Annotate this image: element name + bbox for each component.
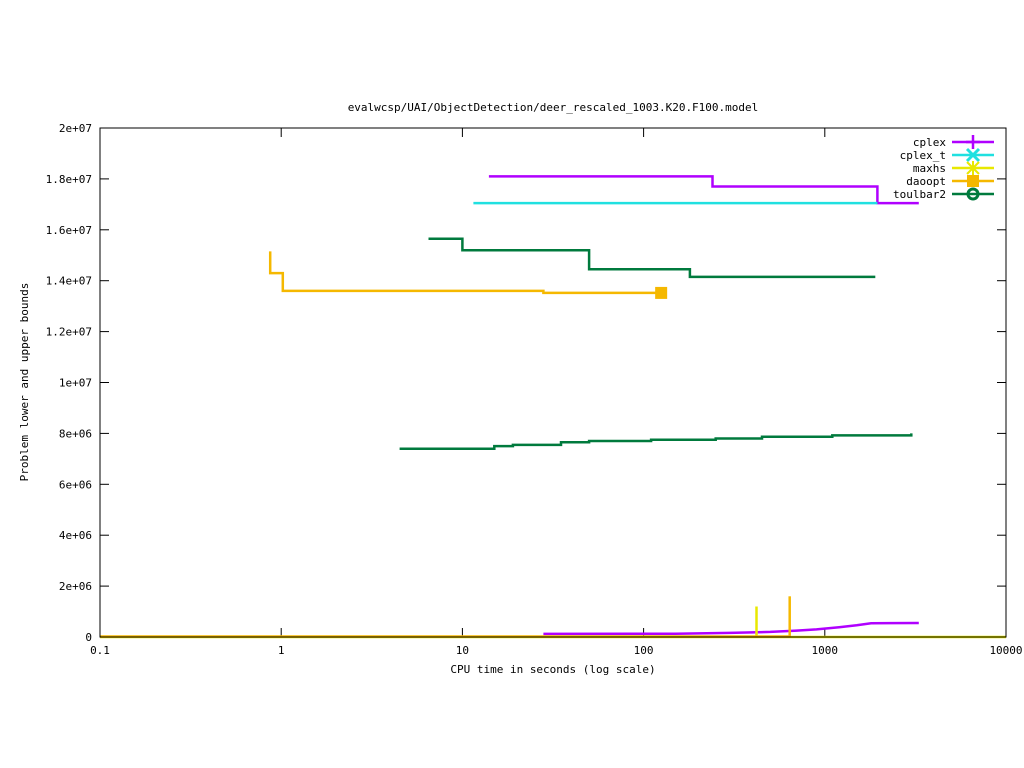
series-line-toulbar2 [399, 433, 913, 450]
y-tick-label: 1.4e+07 [46, 275, 92, 288]
series-line-toulbar2 [428, 237, 876, 279]
x-axis-label: CPU time in seconds (log scale) [450, 663, 655, 676]
legend-label-toulbar2: toulbar2 [893, 188, 946, 201]
legend-label-cplex: cplex [913, 136, 946, 149]
series-marker-daoopt [655, 286, 668, 299]
x-tick-label: 1 [278, 644, 285, 657]
x-tick-label: 100 [634, 644, 654, 657]
plot-frame [99, 127, 1007, 638]
legend-label-maxhs: maxhs [913, 162, 946, 175]
y-tick-label: 1.2e+07 [46, 326, 92, 339]
legend-label-daoopt: daoopt [906, 175, 946, 188]
series-line-cplex [488, 175, 919, 205]
x-tick-label: 0.1 [90, 644, 110, 657]
axis-ticks: 0.1 1 10 100 1000 10000 0 2e+06 4e+06 6e+06 8e+06 1… [46, 122, 1023, 657]
y-tick-label: 1.6e+07 [46, 224, 92, 237]
y-tick-label: 6e+06 [59, 478, 92, 491]
legend-marker-toulbar2 [966, 187, 980, 201]
series-line-cplex [543, 621, 919, 636]
y-tick-label: 2e+07 [59, 122, 92, 135]
legend-marker-daoopt [967, 175, 979, 187]
y-tick-label: 1.8e+07 [46, 173, 92, 186]
series-line-daoopt [268, 251, 662, 295]
y-tick-label: 1e+07 [59, 377, 92, 390]
legend-label-cplex-t: cplex_t [900, 149, 946, 162]
chart-title: evalwcsp/UAI/ObjectDetection/deer_rescal… [348, 101, 759, 114]
x-tick-label: 10000 [989, 644, 1022, 657]
x-tick-label: 10 [456, 644, 469, 657]
legend-marker-cplex-t [965, 147, 981, 163]
y-tick-label: 8e+06 [59, 427, 92, 440]
y-tick-label: 0 [85, 631, 92, 644]
y-tick-label: 4e+06 [59, 529, 92, 542]
y-tick-label: 2e+06 [59, 580, 92, 593]
y-axis-label: Problem lower and upper bounds [18, 283, 31, 482]
x-tick-label: 1000 [812, 644, 839, 657]
